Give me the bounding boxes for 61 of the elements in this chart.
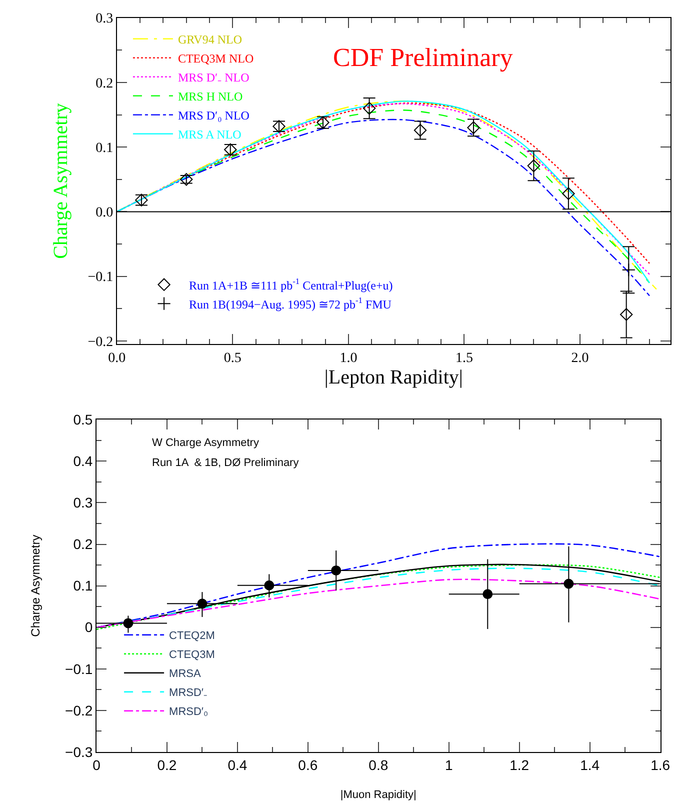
legend-label: Run 1A+1B ≅111 pb$^{-1}$ Central+Plug(e+u) [189, 277, 393, 292]
y-tick-label: 0.5 [73, 412, 93, 428]
y-tick-label: 0.1 [73, 578, 93, 594]
legend-label: MRSD′₋ [169, 687, 208, 700]
y-tick-label: −0.1 [65, 660, 93, 677]
x-tick-label: 1.5 [455, 351, 473, 366]
y-tick-label: −0.1 [88, 270, 114, 286]
y-tick-label: 0.2 [73, 536, 93, 552]
x-tick-label: 1 [444, 756, 453, 773]
x-tick-label: 1.0 [340, 351, 358, 366]
x-tick-label: 0.2 [157, 756, 177, 773]
x-tick-label: 1.4 [580, 756, 600, 773]
point [562, 187, 575, 200]
legend-label: Run 1B(1994−Aug. 1995) ≅72 pb$^{-1}$ FMU [189, 296, 392, 312]
x-tick-label: 0.8 [368, 756, 388, 773]
legend-label: MRSA [169, 668, 202, 680]
y-tick-label: 0.0 [96, 206, 114, 221]
point [197, 598, 208, 609]
x-tick-label: 1.6 [650, 756, 670, 773]
legend-label: CTEQ3M NLO [178, 52, 254, 66]
legend-label: GRV94 NLO [178, 32, 242, 47]
y-tick-label: −0.3 [65, 744, 93, 760]
text: W Charge Asymmetry [152, 437, 260, 449]
legend-label: MRS H NLO [178, 90, 243, 104]
point [564, 578, 574, 589]
point [331, 565, 342, 576]
y-tick-label: 0.3 [73, 494, 93, 511]
legend-label: MRS A NLO [178, 128, 242, 142]
y-tick-label: 0 [84, 619, 93, 636]
point [362, 102, 376, 115]
point [123, 618, 134, 628]
x-tick-label: 0.6 [298, 756, 318, 773]
line-series [96, 543, 660, 628]
y-tick-label: −0.2 [65, 702, 93, 718]
y-tick-label: 0.4 [73, 453, 93, 470]
point [264, 580, 274, 590]
y-tick-label: 0.1 [96, 140, 114, 156]
y-tick-label: 0.3 [96, 12, 114, 27]
legend-label: CTEQ2M [169, 630, 215, 642]
text: CDF Preliminary [333, 43, 513, 72]
y-tick-label: 0.2 [96, 76, 114, 92]
x-tick-label: 1.2 [510, 756, 530, 773]
x-tick-label: 0.4 [228, 756, 248, 773]
x-axis-title: |Muon Rapidity| [340, 788, 416, 801]
line-series [96, 578, 660, 628]
point [482, 589, 493, 600]
x-tick-label: 0.5 [224, 351, 242, 366]
point [527, 159, 540, 172]
x-axis-title: |Lepton Rapidity| [324, 366, 463, 388]
x-tick-label: 2.0 [571, 351, 589, 366]
legend-label: MRSD′₀ [169, 706, 208, 718]
point [622, 263, 636, 277]
text: Run 1A & 1B, DØ Preliminary [152, 457, 300, 469]
y-axis-title: Charge Asymmetry [50, 103, 72, 259]
y-tick-label: −0.2 [88, 334, 114, 350]
legend-label: MRS D′₋ NLO [178, 70, 250, 85]
y-axis-title: Charge Asymmetry [28, 534, 42, 637]
x-tick-label: 0.0 [108, 351, 126, 366]
legend-label: MRS D′₀ NLO [178, 108, 250, 123]
legend-label: CTEQ3M [169, 649, 215, 662]
point [620, 308, 633, 321]
